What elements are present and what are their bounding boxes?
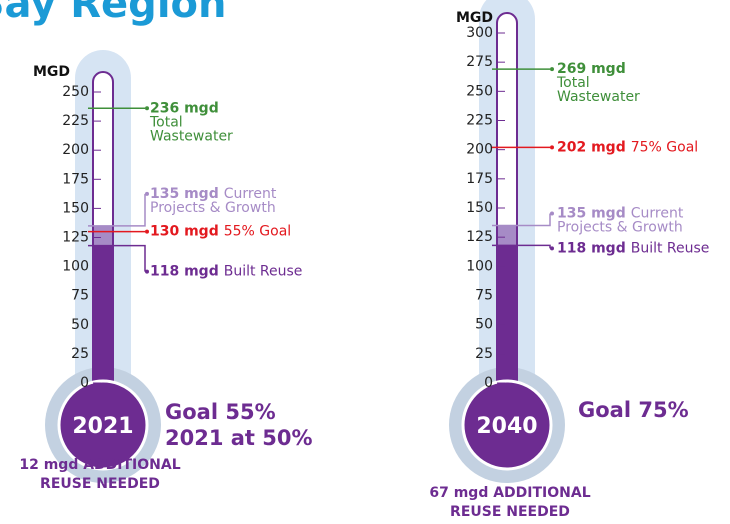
marker-dot xyxy=(145,269,149,274)
marker-dot xyxy=(550,67,554,72)
goal-text: Goal 55% xyxy=(165,400,276,424)
y-tick-label: 300 xyxy=(466,25,493,41)
marker-text: 75% Goal xyxy=(631,139,698,155)
marker-text: Total xyxy=(556,75,590,91)
marker-value: 135 mgd xyxy=(150,186,219,202)
marker-text: Current xyxy=(631,206,684,222)
y-tick-label: 0 xyxy=(80,375,89,391)
fill-level xyxy=(498,225,516,246)
marker-label: 135 mgd Current Projects & Growth xyxy=(557,206,684,236)
y-tick-label: 200 xyxy=(62,142,89,158)
marker-text: Total xyxy=(149,114,183,130)
title: Bay Region xyxy=(0,0,226,27)
marker-label: 202 mgd 75% Goal xyxy=(557,139,698,155)
marker-value: 236 mgd xyxy=(150,100,219,116)
footer-text: 12 mgd ADDITIONAL xyxy=(19,457,180,473)
y-tick-label: 125 xyxy=(62,230,89,246)
marker-label: 135 mgd Current Projects & Growth xyxy=(150,186,277,216)
y-tick-label: 200 xyxy=(466,142,493,158)
bulb xyxy=(461,379,553,471)
y-tick-label: 150 xyxy=(62,200,89,216)
marker-label: 269 mgd Total Wastewater xyxy=(556,61,640,105)
y-tick-label: 225 xyxy=(62,113,89,129)
bulb xyxy=(57,379,149,471)
marker-text: Built Reuse xyxy=(224,264,303,280)
marker-value: 269 mgd xyxy=(557,61,626,77)
y-tick-label: 50 xyxy=(71,317,89,333)
axis-label: MGD xyxy=(456,10,493,26)
y-tick-label: 225 xyxy=(466,113,493,129)
marker-text: Current xyxy=(224,186,277,202)
goal-text: 2021 at 50% xyxy=(165,426,313,450)
y-tick-label: 50 xyxy=(475,317,493,333)
fill-level xyxy=(94,225,112,246)
y-tick-label: 75 xyxy=(71,288,89,304)
marker-dot xyxy=(550,211,554,216)
marker-dot xyxy=(145,191,149,196)
marker-value: 135 mgd xyxy=(557,206,626,222)
marker-line xyxy=(492,244,551,249)
y-tick-label: 75 xyxy=(475,288,493,304)
bulb-label: 2021 xyxy=(72,414,133,439)
marker-text: 55% Goal xyxy=(224,224,291,240)
y-tick-label: 100 xyxy=(62,259,89,275)
y-tick-label: 175 xyxy=(62,171,89,187)
marker-label: 236 mgd Total Wastewater xyxy=(149,100,233,144)
y-tick-label: 150 xyxy=(466,200,493,216)
footer-text: 67 mgd ADDITIONAL xyxy=(429,485,590,501)
marker-text: Projects & Growth xyxy=(150,200,276,216)
marker-value: 202 mgd xyxy=(557,139,626,155)
y-tick-label: 250 xyxy=(62,84,89,100)
axis-label: MGD xyxy=(33,64,70,80)
bulb-label: 2040 xyxy=(476,414,537,439)
y-tick-label: 250 xyxy=(466,83,493,99)
y-tick-label: 100 xyxy=(466,258,493,274)
y-tick-label: 0 xyxy=(484,375,493,391)
marker-value: 130 mgd xyxy=(150,224,219,240)
marker-label: 130 mgd 55% Goal xyxy=(150,224,291,240)
footer-text: REUSE NEEDED xyxy=(40,476,160,492)
marker-dot xyxy=(550,246,554,251)
marker-value: 118 mgd xyxy=(150,264,219,280)
marker-label: 118 mgd Built Reuse xyxy=(150,264,302,280)
marker-text: Projects & Growth xyxy=(557,220,683,236)
marker-value: 118 mgd xyxy=(557,240,626,256)
marker-line xyxy=(492,213,551,227)
marker-dot xyxy=(145,229,149,234)
marker-text: Built Reuse xyxy=(631,240,710,256)
y-tick-label: 275 xyxy=(466,54,493,70)
marker-dot xyxy=(550,145,554,150)
marker-dot xyxy=(145,106,149,111)
marker-line xyxy=(88,193,146,227)
marker-text: Wastewater xyxy=(150,128,233,144)
y-tick-label: 25 xyxy=(475,346,493,362)
y-tick-label: 175 xyxy=(466,171,493,187)
marker-text: Wastewater xyxy=(557,89,640,105)
footer-text: REUSE NEEDED xyxy=(450,504,570,520)
y-tick-label: 25 xyxy=(71,346,89,362)
marker-line xyxy=(88,244,146,272)
goal-text: Goal 75% xyxy=(578,398,689,422)
marker-label: 118 mgd Built Reuse xyxy=(557,240,709,256)
y-tick-label: 125 xyxy=(466,229,493,245)
